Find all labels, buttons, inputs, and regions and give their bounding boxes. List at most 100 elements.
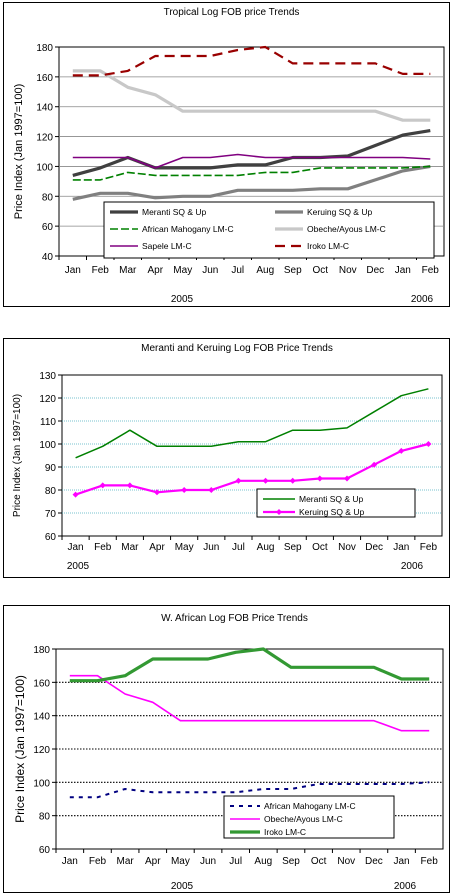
x-tick-label: Jan xyxy=(393,542,409,553)
x-tick-label: Apr xyxy=(147,265,163,276)
x-tick-label: Feb xyxy=(422,265,440,276)
data-point xyxy=(289,477,296,484)
year-label-2006: 2006 xyxy=(401,561,424,572)
x-tick-label: Apr xyxy=(149,542,165,553)
chart-panel-w-african: W. African Log FOB Price Trends 60 80 100 12… xyxy=(3,605,450,893)
y-tick-label: 100 xyxy=(39,440,56,451)
y-tick-label: 40 xyxy=(42,252,54,263)
x-tick-label: Feb xyxy=(94,542,112,553)
data-point xyxy=(72,491,79,498)
series-line-2 xyxy=(69,647,430,683)
x-tick-label: Jul xyxy=(229,856,242,867)
chart-w-african-svg: W. African Log FOB Price Trends 60 80 100 12… xyxy=(13,613,444,892)
y-tick-label: 120 xyxy=(33,745,50,756)
legend-label: Iroko LM-C xyxy=(264,827,306,837)
year-label-2005: 2005 xyxy=(171,294,194,305)
chart-tropical-log-svg: Tropical Log FOB price Trends 40 60 80 100 12… xyxy=(13,7,445,305)
y-tick-label: 60 xyxy=(39,845,51,856)
data-point xyxy=(235,477,242,484)
y-tick-label: 100 xyxy=(36,162,53,173)
data-point xyxy=(344,475,350,482)
chart-title: Tropical Log FOB price Trends xyxy=(164,7,300,18)
data-point xyxy=(154,489,160,496)
series-line-3 xyxy=(72,69,431,122)
y-tick-label: 60 xyxy=(45,532,57,543)
series-line-1 xyxy=(75,442,429,496)
x-tick-label: Dec xyxy=(365,542,383,553)
x-tick-label: Feb xyxy=(420,542,438,553)
x-tick-label: Jun xyxy=(200,856,216,867)
year-label-2006: 2006 xyxy=(394,881,417,892)
x-tick-label: Jun xyxy=(203,542,219,553)
y-tick-label: 140 xyxy=(36,103,53,114)
x-tick-label: Jan xyxy=(393,856,409,867)
chart-title: Meranti and Keruing Log FOB Price Trends xyxy=(141,343,333,354)
x-tick-label: Mar xyxy=(119,265,137,276)
y-tick-label: 80 xyxy=(45,486,57,497)
x-tick-label: Oct xyxy=(312,542,328,553)
x-tick-label: Jan xyxy=(395,265,411,276)
x-tick-label: Feb xyxy=(92,265,110,276)
y-tick-label: 80 xyxy=(39,812,51,823)
x-tick-label: Apr xyxy=(145,856,161,867)
x-tick-label: Oct xyxy=(311,856,327,867)
series-line-0 xyxy=(75,388,429,459)
x-tick-label: Sep xyxy=(282,856,300,867)
legend-label: Meranti SQ & Up xyxy=(142,207,207,217)
y-tick-label: 160 xyxy=(36,73,53,84)
x-tick-label: Sep xyxy=(284,542,302,553)
y-tick-label: 130 xyxy=(39,371,56,382)
y-tick-label: 100 xyxy=(33,778,50,789)
x-tick-label: Aug xyxy=(254,856,272,867)
x-tick-label: Mar xyxy=(121,542,139,553)
x-tick-label: Jan xyxy=(65,265,81,276)
data-point xyxy=(126,482,133,489)
year-label-2005: 2005 xyxy=(171,881,194,892)
y-tick-label: 120 xyxy=(36,133,53,144)
x-tick-label: Jun xyxy=(202,265,218,276)
data-point xyxy=(371,461,378,468)
data-point xyxy=(316,475,323,482)
x-tick-label: Aug xyxy=(256,265,274,276)
series-line-5 xyxy=(72,45,431,77)
y-tick-label: 180 xyxy=(36,43,53,54)
series-line-1 xyxy=(72,164,431,201)
legend-marker xyxy=(276,509,282,515)
data-point xyxy=(425,441,432,447)
y-axis-label: Price Index (Jan 1997=100) xyxy=(13,84,25,219)
x-tick-label: Dec xyxy=(366,265,384,276)
y-axis-label: Price Index (Jan 1997=100) xyxy=(13,675,27,823)
legend-label: Obeche/Ayous LM-C xyxy=(307,224,386,234)
legend-label: African Mahogany LM-C xyxy=(264,801,356,811)
chart-meranti-keruing-svg: Meranti and Keruing Log FOB Price Trends… xyxy=(12,343,443,572)
x-tick-label: Aug xyxy=(257,542,275,553)
legend-label: Keruing SQ & Up xyxy=(299,507,364,517)
series-line-4 xyxy=(72,153,431,169)
series-line-0 xyxy=(69,781,430,799)
x-tick-label: May xyxy=(173,265,192,276)
chart-panel-meranti-keruing: Meranti and Keruing Log FOB Price Trends… xyxy=(3,338,450,578)
x-tick-label: Jan xyxy=(62,856,78,867)
legend-label: Iroko LM-C xyxy=(307,241,349,251)
x-tick-label: Nov xyxy=(339,265,357,276)
x-tick-label: Feb xyxy=(89,856,107,867)
legend-label: Keruing SQ & Up xyxy=(307,207,372,217)
data-point xyxy=(262,477,269,484)
chart-title: W. African Log FOB Price Trends xyxy=(161,613,308,624)
x-tick-label: Feb xyxy=(421,856,439,867)
y-tick-label: 60 xyxy=(42,222,54,233)
data-point xyxy=(208,487,215,493)
x-tick-label: Jan xyxy=(68,542,84,553)
x-tick-label: Nov xyxy=(337,856,355,867)
legend-box xyxy=(103,201,435,259)
x-tick-label: Dec xyxy=(365,856,383,867)
y-tick-label: 180 xyxy=(33,645,50,656)
series-line-2 xyxy=(72,165,431,181)
y-tick-label: 120 xyxy=(39,394,56,405)
y-tick-label: 160 xyxy=(33,678,50,689)
y-tick-label: 110 xyxy=(40,417,56,428)
y-tick-label: 140 xyxy=(33,712,50,723)
y-tick-label: 70 xyxy=(45,509,57,520)
x-tick-label: Oct xyxy=(312,265,328,276)
x-tick-label: May xyxy=(171,856,190,867)
